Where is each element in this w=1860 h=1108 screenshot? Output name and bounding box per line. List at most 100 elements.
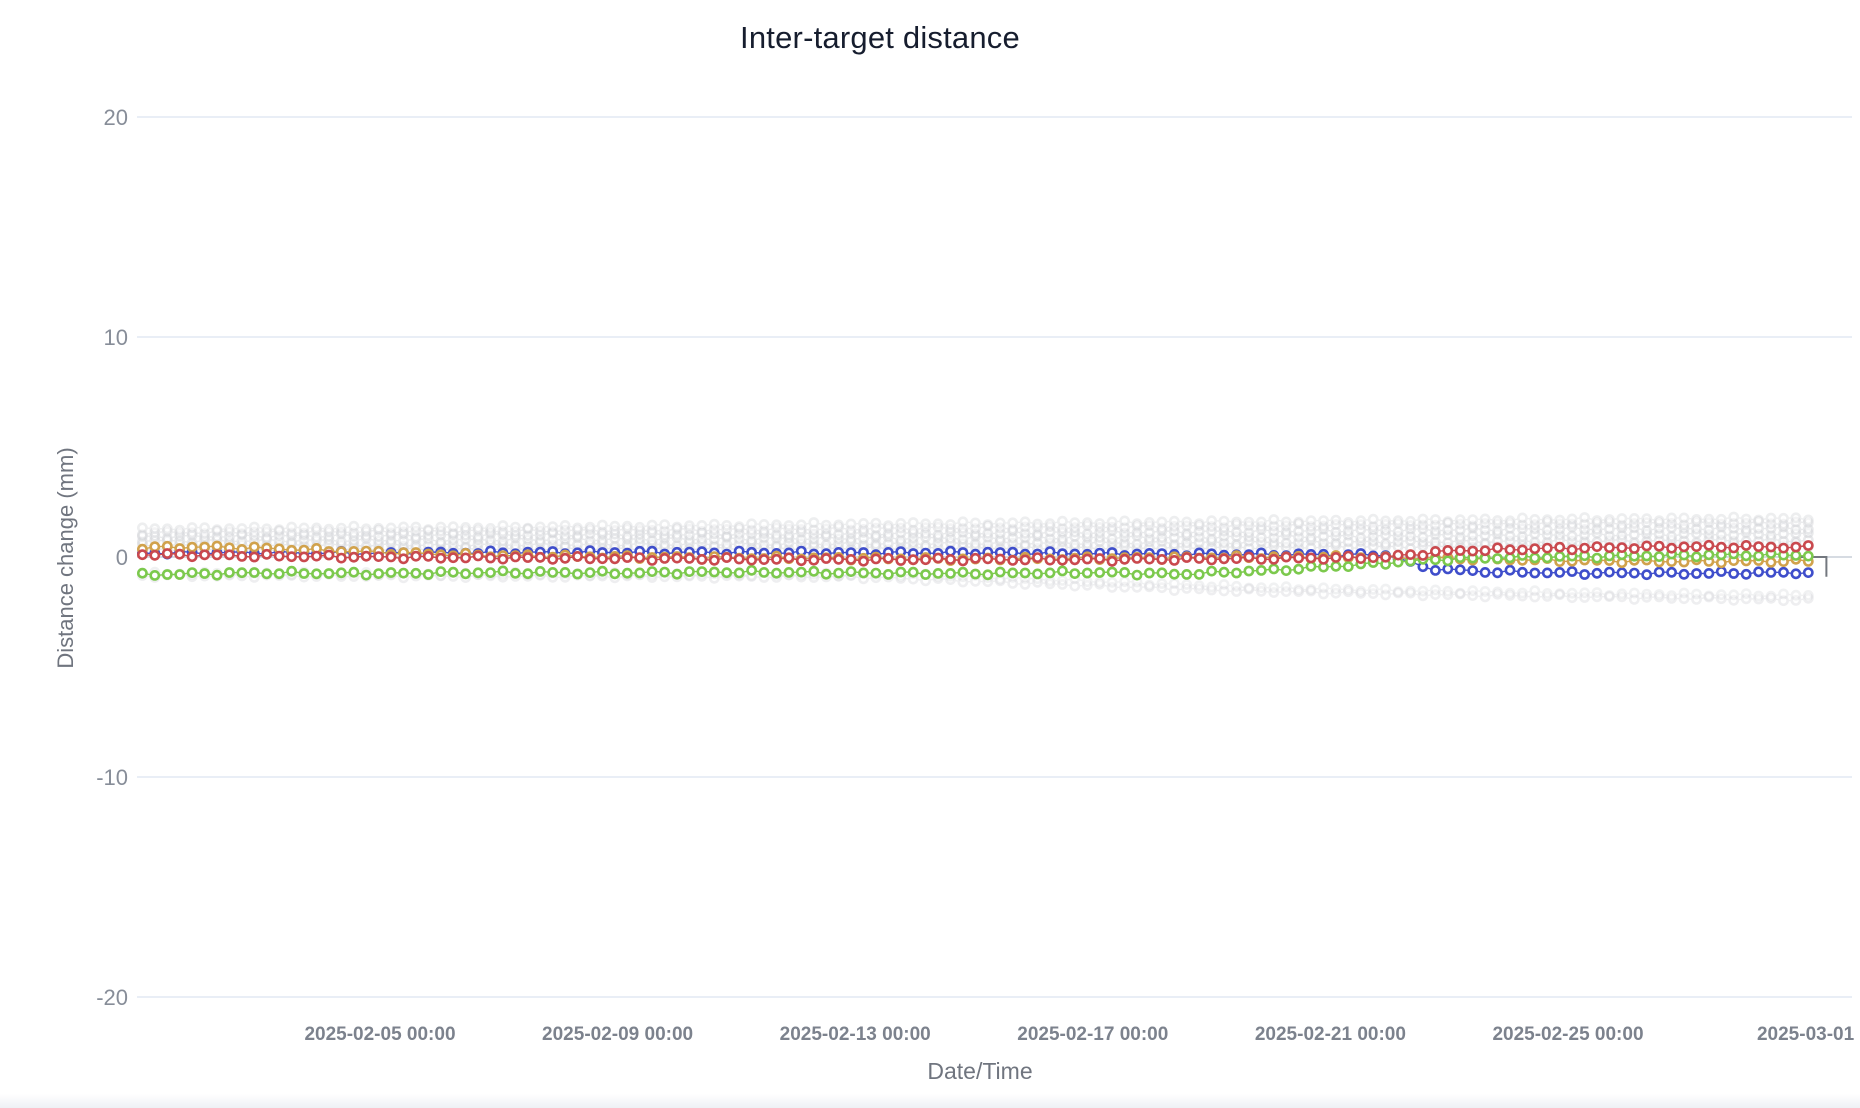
marker-orange-pair bbox=[248, 541, 260, 553]
marker-baseline-gray-6 bbox=[932, 518, 944, 530]
marker-baseline-gray-4 bbox=[1504, 522, 1516, 534]
marker-baseline-gray-6 bbox=[298, 522, 310, 534]
marker-baseline-gray-6 bbox=[1131, 518, 1143, 530]
marker-baseline-gray-5 bbox=[286, 527, 297, 539]
marker-green-pair bbox=[684, 566, 695, 577]
marker-baseline-gray-5 bbox=[248, 526, 260, 538]
marker-baseline-gray-6 bbox=[136, 522, 148, 534]
x-tick-label: 2025-02-17 00:00 bbox=[1017, 1024, 1168, 1045]
marker-red-pair bbox=[758, 554, 770, 565]
marker-baseline-gray-6 bbox=[907, 517, 919, 528]
marker-green-pair bbox=[1069, 568, 1081, 579]
marker-declining-gray-1 bbox=[1765, 592, 1777, 604]
marker-red-pair bbox=[982, 553, 994, 565]
marker-red-pair bbox=[597, 553, 608, 565]
marker-baseline-gray-4 bbox=[199, 531, 210, 543]
marker-baseline-gray-5 bbox=[1392, 518, 1404, 529]
marker-baseline-gray-5 bbox=[1206, 521, 1217, 532]
marker-green-pair bbox=[721, 567, 733, 579]
marker-green-pair bbox=[1032, 568, 1043, 580]
marker-green-pair bbox=[485, 567, 496, 578]
marker-baseline-gray-4 bbox=[746, 528, 757, 540]
marker-baseline-gray-4 bbox=[360, 530, 372, 542]
series-green-pair bbox=[136, 548, 1814, 581]
marker-green-pair bbox=[771, 567, 782, 579]
marker-declining-gray-2 bbox=[1206, 581, 1217, 593]
marker-baseline-gray-4 bbox=[1206, 525, 1217, 537]
marker-red-pair bbox=[671, 552, 683, 564]
marker-declining-gray-1 bbox=[1566, 592, 1578, 604]
marker-baseline-gray-6 bbox=[771, 519, 782, 531]
marker-baseline-gray-3 bbox=[1566, 530, 1578, 542]
marker-baseline-gray-5 bbox=[472, 525, 484, 536]
marker-baseline-gray-3 bbox=[1355, 532, 1367, 544]
marker-red-pair bbox=[1081, 553, 1093, 565]
marker-baseline-gray-5 bbox=[597, 526, 608, 538]
x-tick-label: 2025-02-13 00:00 bbox=[780, 1024, 931, 1045]
marker-green-pair bbox=[373, 568, 384, 579]
marker-declining-gray-2 bbox=[1703, 590, 1715, 602]
marker-red-pair bbox=[1106, 555, 1118, 567]
marker-green-pair bbox=[1206, 565, 1217, 577]
marker-baseline-gray-6 bbox=[211, 524, 223, 536]
marker-baseline-gray-4 bbox=[634, 528, 646, 540]
marker-baseline-gray-5 bbox=[758, 525, 770, 537]
marker-baseline-gray-4 bbox=[783, 529, 795, 541]
marker-baseline-gray-4 bbox=[1380, 524, 1391, 536]
marker-declining-gray-1 bbox=[1442, 589, 1454, 601]
marker-baseline-gray-5 bbox=[1069, 522, 1081, 534]
y-tick-label: 0 bbox=[116, 545, 128, 570]
marker-baseline-gray-4 bbox=[1119, 527, 1130, 539]
marker-declining-gray-1 bbox=[1069, 580, 1081, 592]
marker-baseline-gray-2 bbox=[1380, 538, 1391, 550]
marker-green-pair bbox=[1753, 550, 1764, 562]
marker-baseline-gray-6 bbox=[323, 523, 335, 535]
marker-baseline-gray-4 bbox=[845, 528, 857, 539]
marker-green-pair bbox=[447, 566, 459, 578]
marker-baseline-gray-5 bbox=[1243, 520, 1255, 531]
marker-baseline-gray-5 bbox=[1044, 521, 1056, 532]
marker-baseline-gray-4 bbox=[1517, 523, 1528, 535]
marker-declining-gray-1 bbox=[1541, 591, 1553, 602]
marker-baseline-gray-5 bbox=[136, 529, 148, 540]
marker-declining-gray-2 bbox=[1529, 585, 1541, 597]
marker-baseline-gray-4 bbox=[385, 529, 397, 541]
marker-baseline-gray-6 bbox=[1094, 518, 1106, 529]
marker-blue-pair bbox=[1728, 568, 1740, 579]
marker-green-pair bbox=[199, 568, 210, 579]
marker-declining-gray-2 bbox=[1168, 578, 1180, 589]
marker-baseline-gray-4 bbox=[323, 531, 335, 542]
marker-baseline-gray-4 bbox=[758, 528, 770, 539]
marker-baseline-gray-5 bbox=[621, 523, 633, 535]
marker-declining-gray-1 bbox=[1604, 591, 1615, 602]
marker-baseline-gray-4 bbox=[1243, 527, 1255, 538]
marker-declining-gray-1 bbox=[1044, 578, 1056, 590]
marker-red-pair bbox=[1156, 554, 1168, 565]
marker-red-pair bbox=[1442, 545, 1454, 556]
marker-declining-gray-1 bbox=[1554, 589, 1566, 601]
marker-baseline-gray-4 bbox=[1044, 526, 1056, 538]
marker-blue-pair bbox=[1517, 566, 1528, 578]
marker-green-pair bbox=[1106, 566, 1118, 578]
marker-baseline-gray-6 bbox=[1529, 514, 1541, 525]
marker-green-pair bbox=[1541, 552, 1553, 564]
marker-baseline-gray-6 bbox=[236, 523, 248, 534]
marker-declining-gray-1 bbox=[1467, 590, 1479, 601]
marker-blue-pair bbox=[1529, 567, 1541, 579]
marker-baseline-gray-5 bbox=[273, 525, 285, 537]
marker-declining-gray-2 bbox=[1330, 583, 1342, 595]
marker-baseline-gray-5 bbox=[1181, 520, 1193, 532]
marker-red-pair bbox=[609, 553, 621, 565]
marker-baseline-gray-5 bbox=[1231, 519, 1242, 530]
marker-baseline-gray-6 bbox=[684, 520, 695, 532]
marker-declining-gray-1 bbox=[1579, 592, 1590, 603]
marker-red-pair bbox=[1753, 541, 1764, 552]
marker-declining-gray-2 bbox=[1094, 576, 1106, 588]
y-tick-label: 10 bbox=[104, 325, 128, 350]
marker-green-pair bbox=[1119, 567, 1130, 578]
x-tick-label: 2025-02-09 00:00 bbox=[542, 1024, 693, 1045]
marker-blue-pair bbox=[1715, 566, 1727, 577]
marker-declining-gray-2 bbox=[1616, 588, 1628, 600]
marker-red-pair bbox=[1243, 551, 1255, 563]
